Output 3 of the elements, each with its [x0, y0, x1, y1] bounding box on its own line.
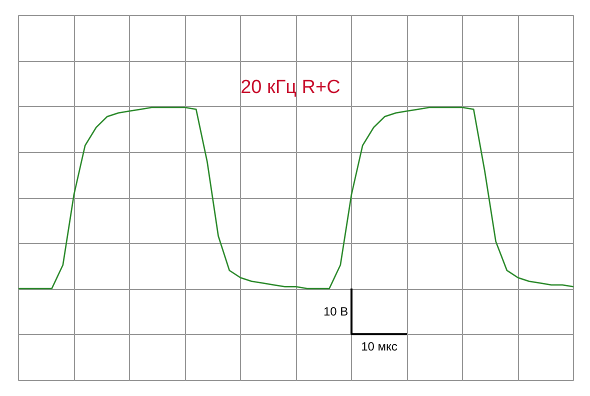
- text: 10 В: [323, 304, 348, 318]
- text: 10 мкс: [361, 340, 398, 354]
- chart-title: 20 кГц R+C: [240, 77, 340, 98]
